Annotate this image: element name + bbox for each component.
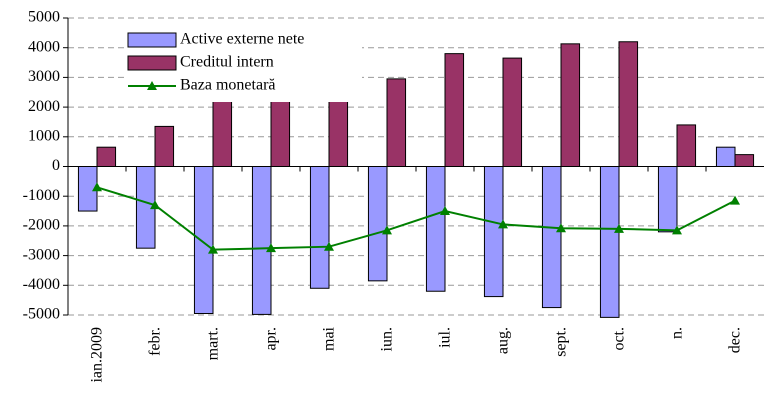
line-marker [614,223,624,233]
line-marker [92,182,102,192]
y-tick-label: -2000 [23,217,60,234]
y-tick-label: 3000 [28,68,60,85]
bar [367,166,388,282]
y-tick-label: -4000 [23,276,60,293]
bar [502,57,523,167]
legend-label: Active externe nete [180,31,304,48]
bar [193,166,214,315]
bar [483,166,504,298]
x-tick-label: dec. [727,327,744,353]
line-marker [324,241,334,251]
legend-marker [147,81,157,90]
y-tick-label: 1000 [28,127,60,144]
line-marker [208,244,218,254]
y-tick-label: 4000 [28,38,60,55]
line-marker [556,223,566,233]
x-tick-label: mai [321,326,338,351]
x-tick-label: n. [669,327,686,339]
line [96,186,736,251]
x-tick-label: aug. [495,327,512,354]
bar [657,166,678,233]
legend-swatch [127,32,177,48]
legend-swatch [127,55,177,71]
bar [618,41,639,167]
x-tick-label: iun. [379,327,396,351]
line-marker [150,200,160,210]
bar [715,146,736,168]
x-tick-label: febr. [147,327,164,356]
bar [251,166,272,315]
bar [444,53,465,167]
bar [541,166,562,309]
x-tick-label: sept. [553,327,570,357]
legend-label: Creditul intern [180,54,274,71]
bar [599,166,620,318]
bar [96,146,117,168]
line-marker [498,219,508,229]
line-marker [382,225,392,235]
y-tick-label: -1000 [23,187,60,204]
y-tick-label: -3000 [23,246,60,263]
x-tick-label: mart. [205,327,222,360]
y-tick-label: 5000 [28,9,60,26]
bar [328,91,349,167]
line-marker [266,243,276,253]
x-tick-label: apr. [263,327,280,351]
x-tick-label: iul. [437,327,454,348]
line-marker [440,206,450,216]
x-tick-label: ian.2009 [89,327,106,383]
bar [309,166,330,289]
bar [154,125,175,167]
line-marker [672,225,682,235]
y-tick-label: 0 [52,157,60,174]
x-tick-label: oct. [611,327,628,351]
bar [676,124,697,167]
y-tick-label: 2000 [28,98,60,115]
y-tick-label: -5000 [23,306,60,323]
bar [425,166,446,292]
line-marker [730,195,740,205]
bar [560,43,581,168]
bar [386,78,407,167]
legend-label: Baza monetară [180,77,276,94]
bar [734,154,755,167]
